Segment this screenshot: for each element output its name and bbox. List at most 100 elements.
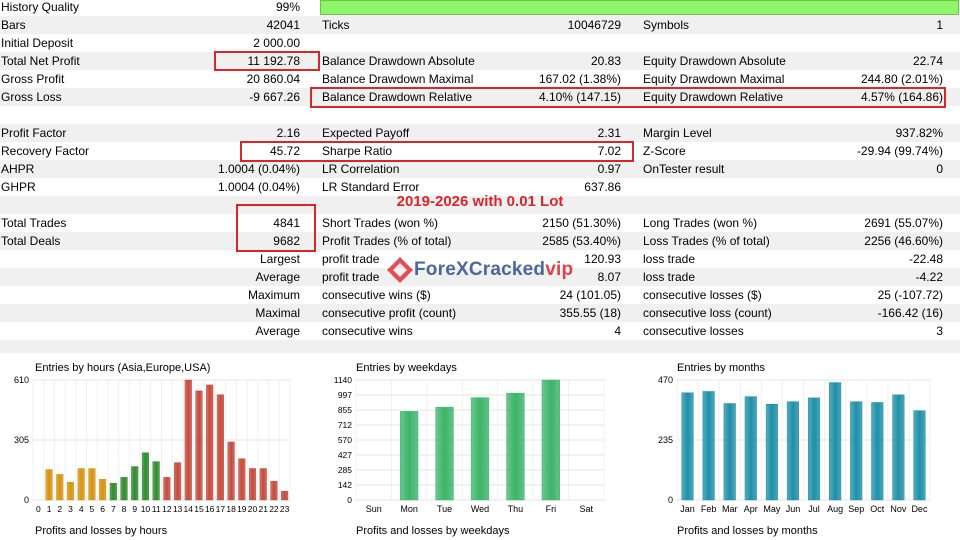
bars-label: Bars [1, 18, 26, 32]
row-recovery-factor: Recovery Factor 45.72 Sharpe Ratio 7.02 … [0, 142, 960, 160]
row-initial-deposit: Initial Deposit 2 000.00 [0, 34, 960, 52]
overlay-title: 2019-2026 with 0.01 Lot [396, 193, 564, 210]
weekdays-pl-title: Profits and losses by weekdays [356, 525, 510, 537]
total-trades-value: 4841 [273, 216, 300, 230]
x-tick-label: Sep [848, 504, 864, 514]
x-tick-label: Sun [366, 504, 382, 514]
bars-value: 42041 [266, 18, 300, 32]
bar-1 [45, 469, 53, 501]
zscore-label: Z-Score [643, 144, 686, 158]
total-deals-value: 9682 [273, 234, 300, 248]
x-tick-label: 17 [216, 504, 226, 514]
x-tick-label: 7 [111, 504, 116, 514]
average-loss-label: loss trade [643, 270, 696, 284]
balance-dd-rel-label: Balance Drawdown Relative [322, 90, 473, 104]
highlight-trades-deals [236, 204, 316, 252]
chart-weekdays-title: Entries by weekdays [356, 362, 457, 374]
bar-mar [723, 403, 736, 501]
x-tick-label: Mon [400, 504, 418, 514]
y-tick-label: 1140 [334, 375, 353, 385]
largest-label: Largest [259, 252, 300, 266]
y-tick-label: 997 [338, 390, 352, 400]
equity-dd-abs-label: Equity Drawdown Absolute [643, 54, 786, 68]
long-trades-label: Long Trades (won %) [643, 216, 758, 230]
equity-dd-max-value: 244.80 (2.01%) [860, 72, 943, 86]
x-tick-label: Feb [701, 504, 717, 514]
loss-trades-value: 2256 (46.60%) [864, 234, 943, 248]
equity-dd-rel-label: Equity Drawdown Relative [643, 90, 784, 104]
bar-17 [216, 394, 224, 501]
x-tick-label: 14 [184, 504, 194, 514]
x-tick-label: 3 [68, 504, 73, 514]
ghpr-value: 1.0004 (0.04%) [217, 180, 300, 194]
chart-entries-by-weekdays: 0 142 285 427 570 712 855 997 1140 Sun Mon Tue Wed Th… [334, 375, 605, 514]
x-tick-label: May [763, 504, 781, 514]
x-tick-label: Jun [786, 504, 801, 514]
row-largest: Largest profit trade 120.93 loss trade -… [0, 250, 960, 268]
row-ahpr: AHPR 1.0004 (0.04%) LR Correlation 0.97 … [0, 160, 960, 178]
x-tick-label: Mar [722, 504, 738, 514]
profit-trades-value: 2585 (53.40%) [542, 234, 621, 248]
maximal-label: Maximal [255, 306, 300, 320]
bar-11 [152, 461, 160, 501]
bar-6 [99, 479, 107, 501]
x-tick-label: 11 [152, 504, 161, 514]
profit-factor-label: Profit Factor [1, 126, 67, 140]
lr-correlation-value: 0.97 [597, 162, 621, 176]
x-tick-label: Jan [680, 504, 695, 514]
bar-feb [702, 391, 715, 501]
sharpe-ratio-value: 7.02 [597, 144, 621, 158]
total-deals-label: Total Deals [1, 234, 61, 248]
highlight-recovery-sharpe [240, 141, 634, 162]
y-tick-label: 0 [347, 495, 352, 505]
zscore-value: -29.94 (99.74%) [856, 144, 943, 158]
largest-profit-value: 120.93 [584, 252, 621, 266]
max-consecutive-losses-value: 25 (-107.72) [877, 288, 943, 302]
ticks-label: Ticks [322, 18, 350, 32]
short-trades-label: Short Trades (won %) [322, 216, 439, 230]
history-quality-label: History Quality [1, 0, 80, 14]
avg-consecutive-losses-value: 3 [936, 324, 943, 338]
x-tick-label: 2 [57, 504, 62, 514]
x-tick-label: 16 [205, 504, 215, 514]
x-tick-label: 20 [248, 504, 258, 514]
row-maximal: Maximal consecutive profit (count) 355.5… [0, 304, 960, 322]
y-tick-label: 470 [658, 375, 673, 385]
watermark-main: ForeXCracked [414, 259, 546, 280]
x-tick-label: 4 [79, 504, 84, 514]
x-tick-label: 19 [237, 504, 247, 514]
x-tick-label: Tue [437, 504, 452, 514]
row-gross-loss: Gross Loss -9 667.26 Balance Drawdown Re… [0, 88, 960, 106]
row-bars: Bars 42041 Ticks 10046729 Symbols 1 [0, 16, 960, 34]
row-total-trades: Total Trades 4841 Short Trades (won %) 2… [0, 214, 960, 232]
x-tick-label: Dec [911, 504, 928, 514]
recovery-factor-value: 45.72 [269, 144, 300, 158]
highlight-net-profit [214, 51, 320, 71]
x-tick-label: 12 [162, 504, 172, 514]
months-pl-title: Profits and losses by months [677, 525, 818, 537]
bar-22 [270, 481, 278, 501]
y-tick-label: 0 [24, 495, 29, 505]
gross-profit-value: 20 860.04 [246, 72, 300, 86]
gross-profit-label: Gross Profit [1, 72, 65, 86]
ontester-label: OnTester result [643, 162, 725, 176]
maximal-loss-label: consecutive loss (count) [643, 306, 772, 320]
max-consecutive-wins-value: 24 (101.05) [559, 288, 621, 302]
bar-sep [850, 401, 863, 501]
initial-deposit-value: 2 000.00 [253, 36, 300, 50]
row-maximum: Maximum consecutive wins ($) 24 (101.05)… [0, 286, 960, 304]
watermark-diamond-icon [387, 257, 413, 283]
watermark-text: ForeXCrackedvip [414, 259, 573, 281]
avg-consecutive-losses-label: consecutive losses [643, 324, 744, 338]
max-consecutive-wins-label: consecutive wins ($) [322, 288, 431, 302]
x-tick-label: 9 [132, 504, 137, 514]
average-profit-value: 8.07 [597, 270, 621, 284]
bar-15 [195, 390, 203, 501]
net-profit-value: 11 192.78 [247, 54, 301, 68]
sharpe-ratio-label: Sharpe Ratio [322, 144, 393, 158]
bar-18 [227, 441, 235, 501]
chart-entries-by-months: 0 235 470 Jan Feb Mar Apr May Jun Jul Aug Sep Oct Nov… [658, 375, 931, 514]
y-tick-label: 285 [338, 465, 352, 475]
bar-wed [470, 397, 490, 501]
